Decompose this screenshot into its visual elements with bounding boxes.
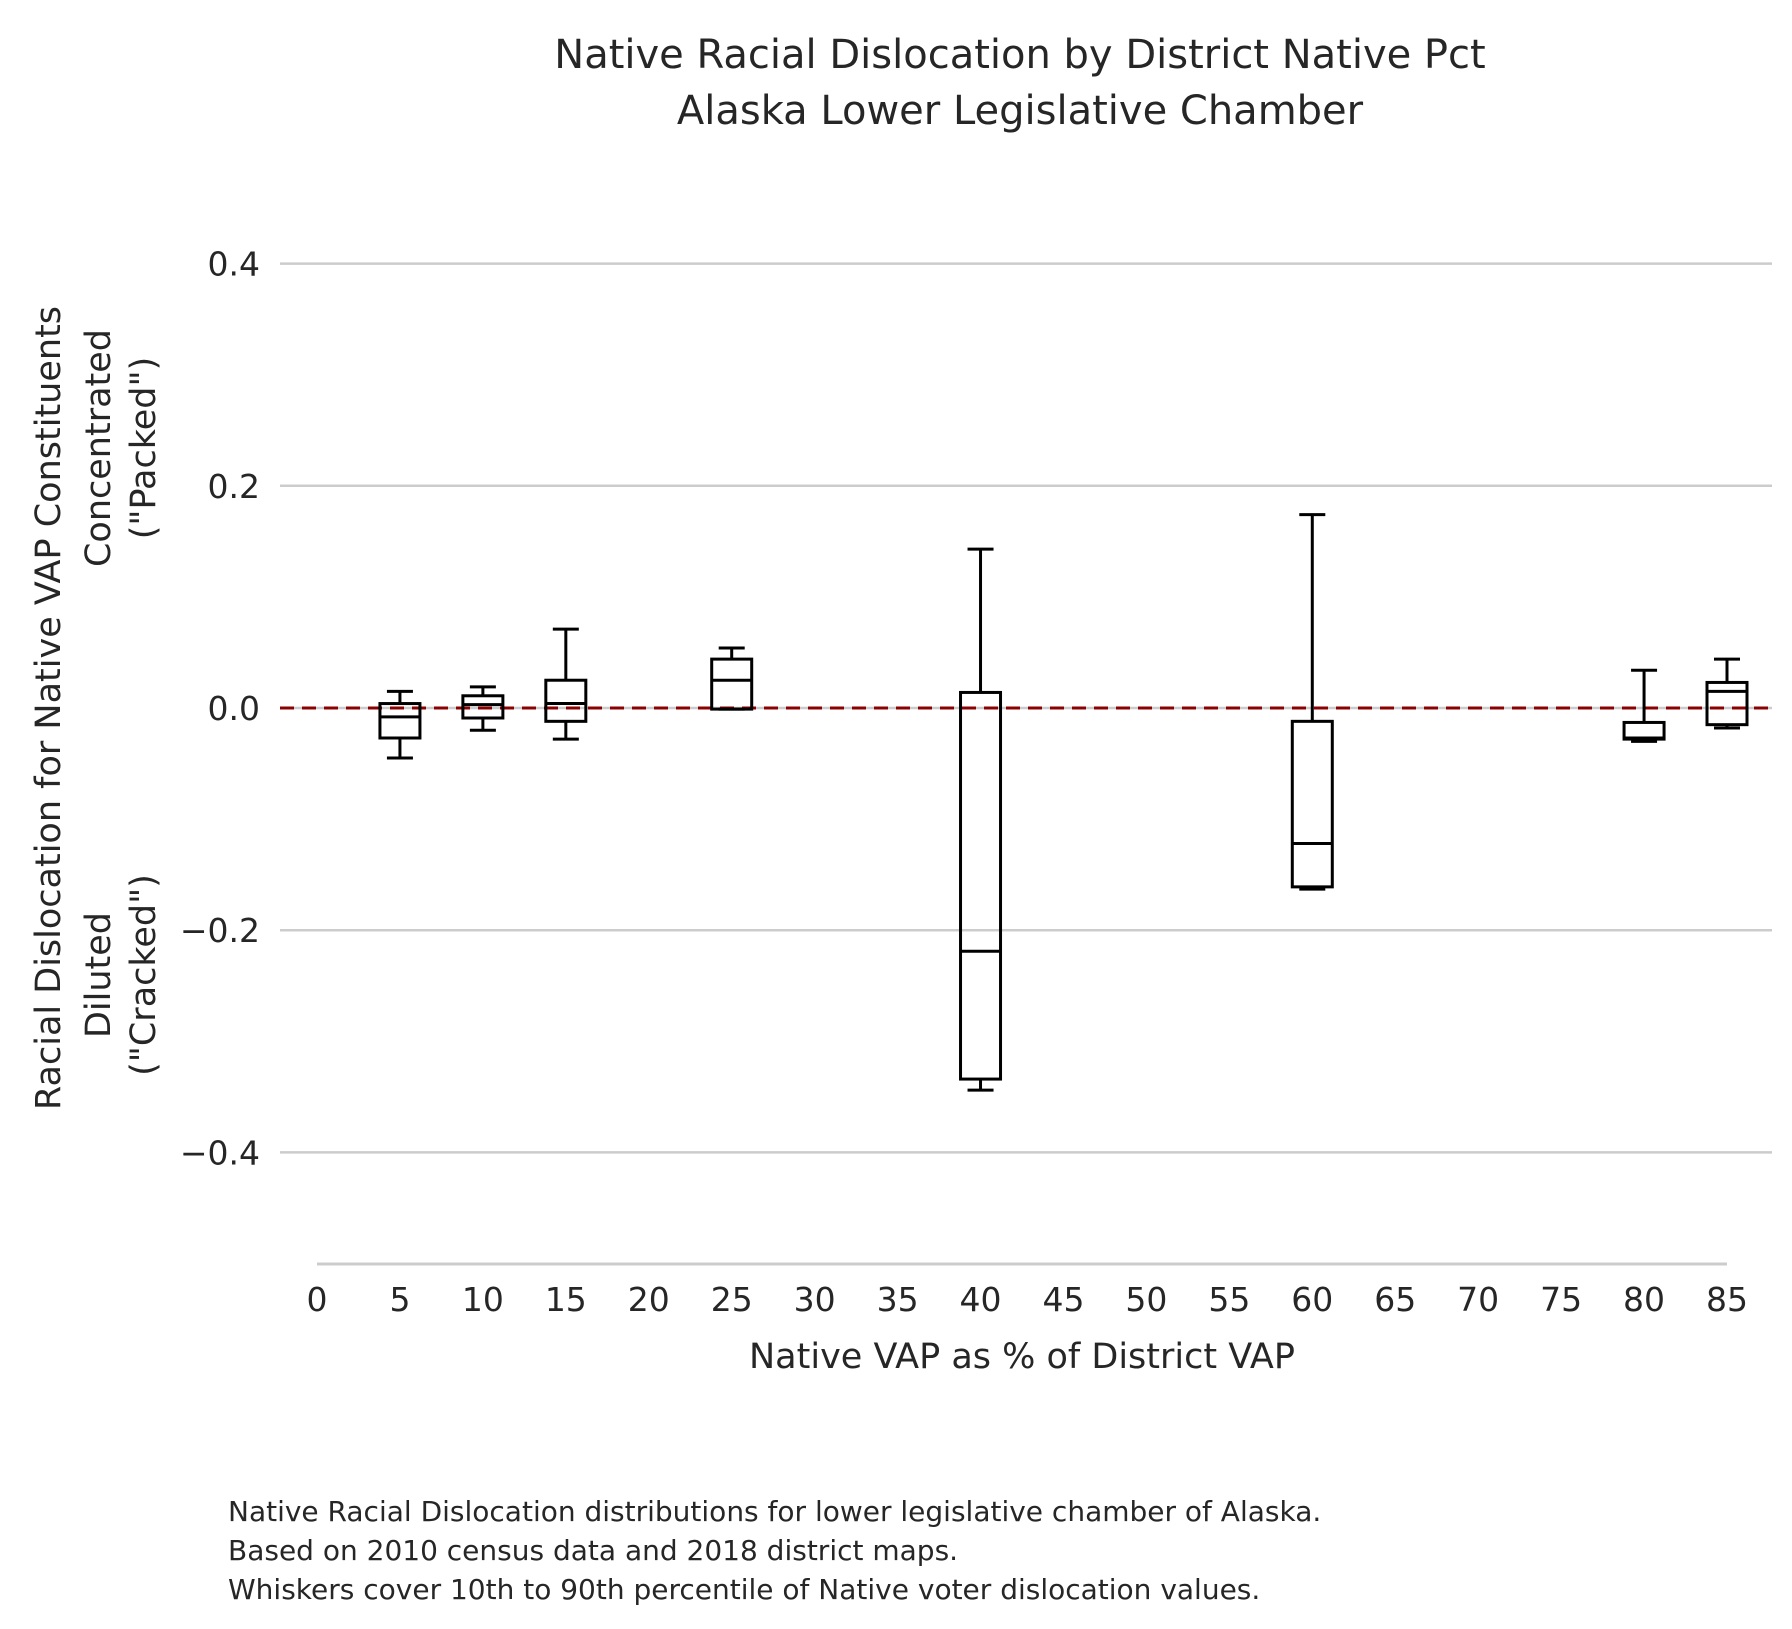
caption-line-2: Based on 2010 census data and 2018 distr… bbox=[228, 1534, 958, 1567]
chart-title-line-1: Native Racial Dislocation by District Na… bbox=[554, 32, 1485, 78]
box-60 bbox=[1290, 513, 1334, 891]
y-tick-label: −0.2 bbox=[180, 911, 260, 950]
x-tick-label: 60 bbox=[1291, 1280, 1333, 1319]
x-tick-label: 80 bbox=[1623, 1280, 1665, 1319]
y-tick-labels: 0.4 0.2 0.0 −0.2 −0.4 bbox=[180, 245, 260, 1173]
y-axis-label-packed: ("Packed") bbox=[124, 357, 164, 540]
box-series bbox=[378, 513, 1749, 1092]
x-tick-label: 45 bbox=[1042, 1280, 1084, 1319]
box-body bbox=[1705, 680, 1749, 727]
box-10 bbox=[461, 685, 505, 732]
chart-caption: Native Racial Dislocation distributions … bbox=[228, 1495, 1321, 1606]
x-tick-label: 35 bbox=[877, 1280, 919, 1319]
box-80 bbox=[1622, 668, 1666, 743]
box-25 bbox=[710, 646, 754, 711]
y-axis-label-main: Racial Dislocation for Native VAP Consti… bbox=[29, 306, 69, 1110]
x-tick-label: 25 bbox=[711, 1280, 753, 1319]
y-tick-label: −0.4 bbox=[180, 1133, 260, 1172]
box-15 bbox=[544, 627, 588, 741]
x-tick-label: 75 bbox=[1540, 1280, 1582, 1319]
x-tick-label: 85 bbox=[1706, 1280, 1748, 1319]
box-85 bbox=[1705, 657, 1749, 730]
box-5 bbox=[378, 689, 422, 760]
x-tick-label: 30 bbox=[794, 1280, 836, 1319]
x-tick-label: 10 bbox=[462, 1280, 504, 1319]
y-tick-label: 0.0 bbox=[208, 689, 260, 728]
box-body bbox=[378, 702, 422, 740]
y-axis-label-cracked: ("Cracked") bbox=[124, 874, 164, 1076]
chart-title-line-2: Alaska Lower Legislative Chamber bbox=[677, 88, 1364, 134]
box-body bbox=[544, 678, 588, 723]
x-tick-labels: 0 5 10 15 20 25 30 35 40 45 50 55 60 65 70 75 80 85 bbox=[307, 1280, 1749, 1319]
box-body bbox=[461, 694, 505, 720]
y-axis-label: Racial Dislocation for Native VAP Consti… bbox=[29, 306, 164, 1110]
x-axis-label: Native VAP as % of District VAP bbox=[749, 1337, 1295, 1377]
x-tick-label: 15 bbox=[545, 1280, 587, 1319]
y-axis-label-diluted: Diluted bbox=[79, 912, 119, 1038]
x-tick-label: 55 bbox=[1208, 1280, 1250, 1319]
y-axis-label-concentrated: Concentrated bbox=[79, 329, 119, 567]
y-tick-label: 0.4 bbox=[208, 245, 260, 284]
x-tick-label: 50 bbox=[1125, 1280, 1167, 1319]
x-tick-label: 0 bbox=[307, 1280, 328, 1319]
caption-line-1: Native Racial Dislocation distributions … bbox=[228, 1495, 1321, 1528]
x-tick-label: 70 bbox=[1457, 1280, 1499, 1319]
box-body bbox=[959, 690, 1003, 1081]
box-40 bbox=[959, 547, 1003, 1092]
chart-title: Native Racial Dislocation by District Na… bbox=[554, 32, 1485, 134]
box-body bbox=[1290, 719, 1334, 889]
x-tick-label: 20 bbox=[628, 1280, 670, 1319]
y-tick-label: 0.2 bbox=[208, 467, 260, 506]
x-tick-label: 5 bbox=[389, 1280, 410, 1319]
caption-line-3: Whiskers cover 10th to 90th percentile o… bbox=[228, 1573, 1260, 1606]
x-tick-label: 65 bbox=[1374, 1280, 1416, 1319]
x-tick-label: 40 bbox=[960, 1280, 1002, 1319]
box-body bbox=[710, 657, 754, 711]
